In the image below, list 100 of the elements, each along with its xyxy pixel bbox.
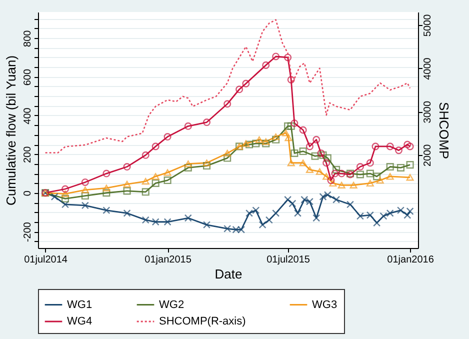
point [322, 173, 330, 180]
point [356, 163, 364, 171]
x-tick-label: 01jul2014 [24, 254, 68, 266]
point [338, 170, 346, 178]
point [245, 140, 254, 148]
point [202, 162, 211, 170]
point [123, 209, 131, 217]
point [61, 190, 69, 198]
point [324, 154, 332, 162]
point [152, 218, 160, 226]
point [287, 76, 295, 84]
point [373, 219, 381, 227]
point [299, 148, 307, 156]
point [102, 206, 110, 214]
point [312, 136, 320, 144]
point [394, 146, 402, 154]
point [272, 133, 280, 140]
point [142, 178, 150, 185]
point [284, 122, 292, 130]
point [262, 138, 270, 145]
point [331, 170, 339, 178]
point [366, 180, 374, 187]
y-tick-label: 200 [22, 146, 34, 164]
point [242, 140, 250, 147]
point [164, 176, 172, 184]
legend-label: WG2 [159, 298, 184, 311]
point [373, 172, 381, 180]
point [202, 221, 211, 229]
y-tick-label: -200 [22, 222, 34, 242]
point [152, 142, 160, 150]
point [386, 173, 394, 180]
y2-tick-label: 2000 [422, 144, 434, 167]
point [242, 80, 250, 88]
point [184, 122, 192, 130]
point [102, 170, 110, 178]
point [386, 142, 394, 150]
point [142, 188, 150, 196]
point [406, 161, 414, 169]
legend-label: WG1 [67, 298, 92, 311]
point [294, 209, 302, 217]
y2-tick-label: 3000 [422, 100, 434, 124]
point [282, 130, 290, 136]
point [366, 211, 374, 219]
point [202, 118, 211, 126]
point [272, 52, 280, 60]
x-tick-label: 01jan2016 [387, 254, 434, 266]
point [61, 200, 69, 208]
point [356, 212, 364, 220]
point [184, 164, 192, 172]
x-axis-title: Date [214, 266, 242, 282]
point [164, 169, 172, 176]
point [396, 164, 404, 172]
y-tick-label: 800 [22, 30, 34, 47]
point [123, 180, 131, 188]
line-series [44, 19, 411, 154]
point [152, 179, 160, 187]
y-tick-label: 400 [22, 107, 34, 124]
point [164, 218, 172, 226]
point [236, 86, 244, 94]
point [50, 192, 58, 200]
point [164, 133, 172, 141]
point [311, 152, 319, 160]
point [255, 136, 263, 144]
point [102, 189, 110, 197]
point [372, 142, 380, 150]
point [376, 176, 384, 184]
point [386, 162, 394, 171]
point [299, 160, 307, 166]
point [406, 174, 414, 181]
point [142, 151, 150, 159]
point [61, 185, 69, 193]
point [184, 160, 192, 168]
point [142, 216, 150, 224]
point [346, 200, 354, 208]
point [299, 126, 307, 134]
point [265, 216, 273, 224]
point [184, 214, 192, 222]
point [123, 163, 131, 171]
point [288, 200, 296, 208]
point [287, 160, 295, 166]
point [81, 192, 89, 200]
point [262, 140, 270, 148]
point [81, 186, 89, 194]
point [272, 209, 280, 217]
point [322, 159, 330, 167]
point [262, 61, 270, 69]
y2-tick-label: 4000 [422, 57, 434, 80]
point [152, 173, 160, 180]
point [61, 194, 69, 202]
point [338, 182, 346, 188]
point [202, 160, 211, 166]
point [252, 140, 260, 148]
point [224, 150, 232, 157]
point [224, 154, 232, 162]
point [81, 202, 89, 210]
point [224, 100, 232, 108]
point [284, 196, 292, 204]
y-tick-label: 0 [22, 190, 34, 196]
point [306, 166, 314, 173]
point [356, 170, 364, 178]
